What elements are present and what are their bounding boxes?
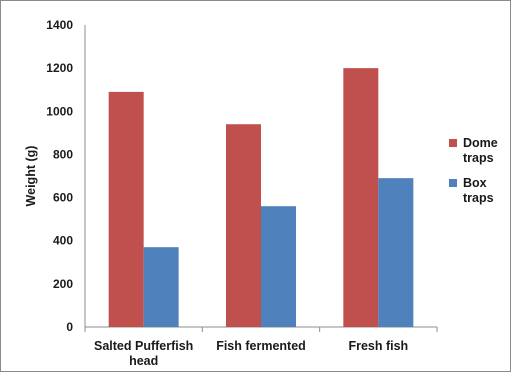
x-tick-label: Fresh fish bbox=[348, 339, 408, 353]
y-tick-label: 1400 bbox=[46, 18, 73, 32]
x-tick-label: Fish fermented bbox=[216, 339, 306, 353]
legend-label: Box traps bbox=[463, 176, 494, 205]
bar-dome-traps bbox=[343, 68, 379, 328]
y-tick-label: 800 bbox=[53, 147, 73, 161]
legend-label: Dome traps bbox=[463, 136, 498, 165]
bar-box-traps bbox=[378, 178, 414, 327]
y-tick-label: 1200 bbox=[46, 61, 73, 75]
bar-dome-traps bbox=[108, 91, 144, 327]
x-tick-label: Salted Pufferfish head bbox=[94, 339, 193, 368]
y-tick-label: 1000 bbox=[46, 104, 73, 118]
y-tick-label: 0 bbox=[66, 320, 73, 334]
y-axis-title: Weight (g) bbox=[24, 146, 38, 207]
y-tick-label: 200 bbox=[53, 277, 73, 291]
bar-box-traps bbox=[143, 247, 179, 327]
y-tick-label: 400 bbox=[53, 234, 73, 248]
y-tick-label: 600 bbox=[53, 191, 73, 205]
legend-swatch bbox=[449, 179, 457, 187]
bar-box-traps bbox=[261, 206, 296, 327]
legend-swatch bbox=[449, 139, 457, 147]
bar-dome-traps bbox=[226, 124, 261, 327]
